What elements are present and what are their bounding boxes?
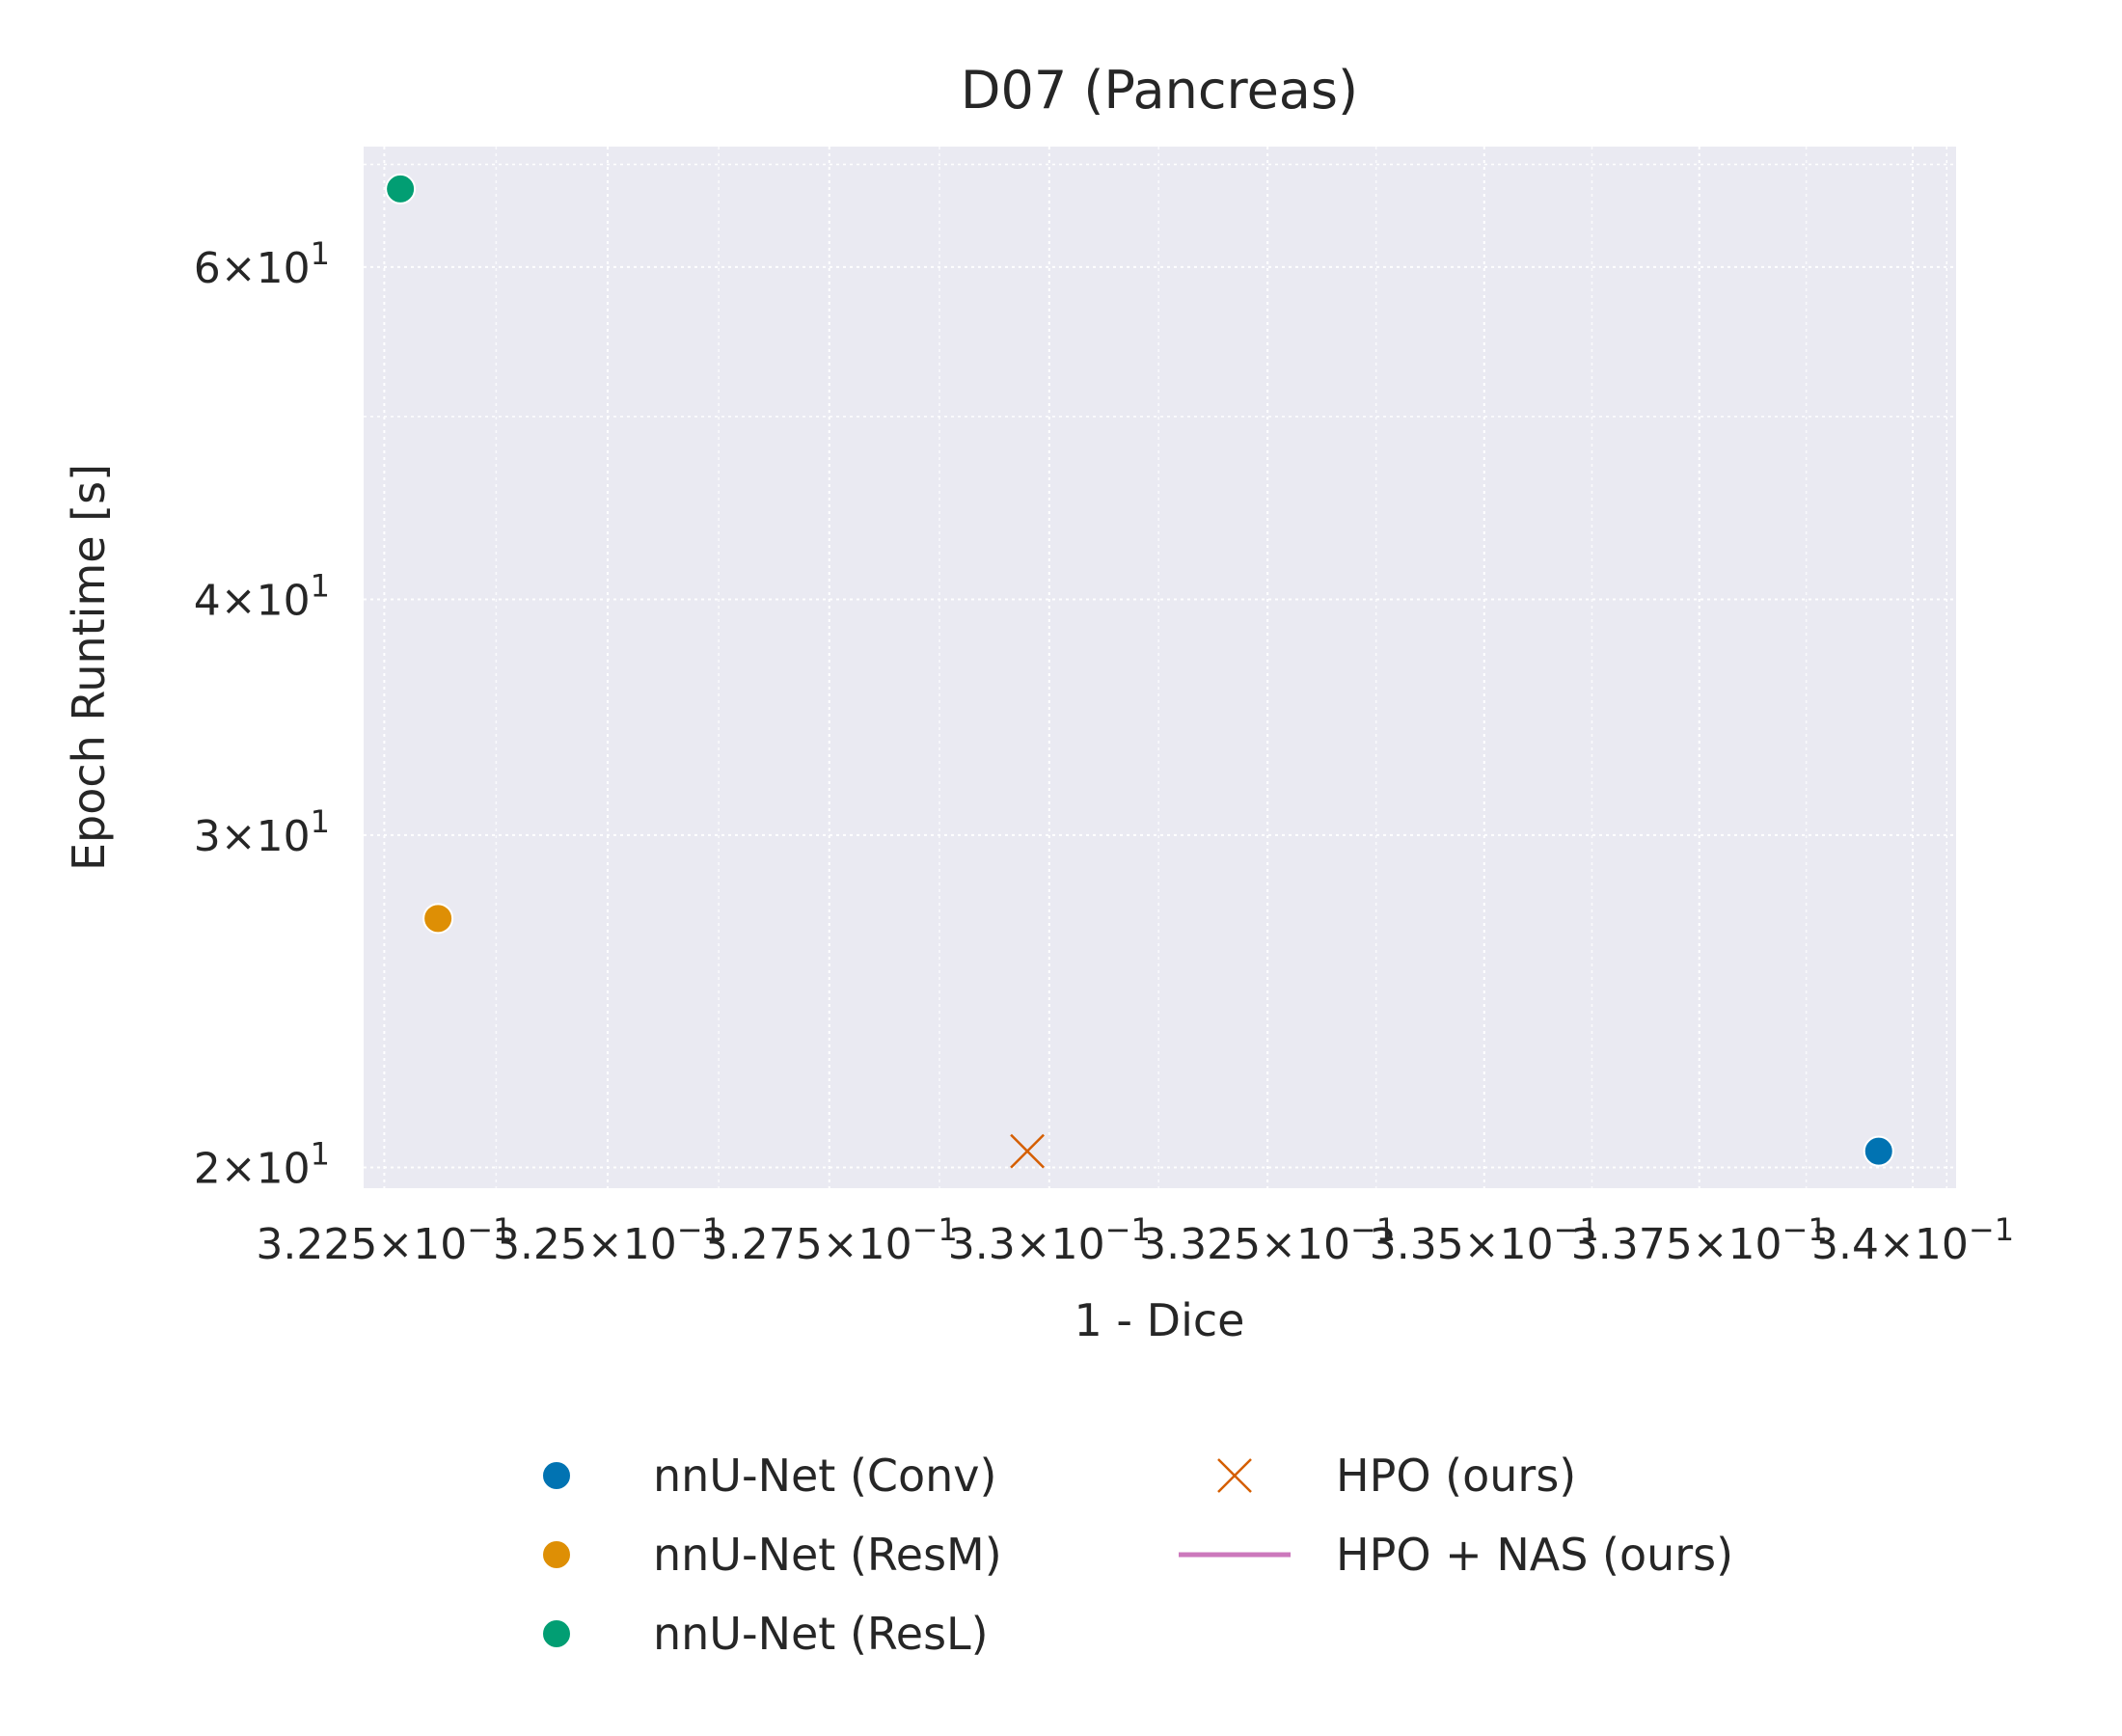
legend-label: nnU-Net (ResL)	[653, 1608, 989, 1660]
x-tick-label: 3.325×10−1	[1139, 1211, 1396, 1269]
legend-marker	[541, 1618, 572, 1649]
y-tick-label: 6×101	[194, 235, 330, 293]
x-stroke	[1010, 1133, 1045, 1169]
y-tick-label: 4×101	[194, 567, 330, 625]
scatter-point	[1863, 1135, 1894, 1167]
chart-title: D07 (Pancreas)	[961, 60, 1358, 121]
legend-item: HPO + NAS (ours)	[1179, 1529, 1733, 1581]
scatter-point-x	[1010, 1133, 1045, 1169]
scatter-point	[422, 903, 454, 935]
legend-label: HPO + NAS (ours)	[1336, 1529, 1733, 1581]
y-tick-label: 2×101	[194, 1135, 330, 1193]
legend-marker	[1217, 1458, 1252, 1493]
y-tick-label: 3×101	[194, 803, 330, 861]
legend-label: nnU-Net (Conv)	[653, 1450, 996, 1502]
legend-item: nnU-Net (ResM)	[541, 1529, 1002, 1581]
legend-label: nnU-Net (ResM)	[653, 1529, 1002, 1581]
scatter-point	[385, 173, 417, 204]
x-tick-label: 3.275×10−1	[701, 1211, 958, 1269]
plot-area	[364, 147, 1956, 1188]
legend: nnU-Net (Conv) nnU-Net (ResM) nnU-Net (Res…	[541, 1450, 1733, 1660]
x-tick-label: 3.375×10−1	[1571, 1211, 1828, 1269]
x-tick-label: 3.3×10−1	[948, 1211, 1151, 1269]
x-tick-label: 3.4×10−1	[1811, 1211, 2014, 1269]
legend-marker	[541, 1460, 572, 1491]
legend-marker	[541, 1539, 572, 1570]
x-tick-label: 3.35×10−1	[1370, 1211, 1599, 1269]
x-axis-label: 1 - Dice	[1075, 1294, 1245, 1346]
legend-item: nnU-Net (ResL)	[541, 1608, 989, 1660]
legend-label: HPO (ours)	[1336, 1450, 1576, 1502]
x-tick-label: 3.225×10−1	[256, 1211, 512, 1269]
data-marks	[385, 173, 1894, 1169]
x-tick-label: 3.25×10−1	[493, 1211, 722, 1269]
legend-item: nnU-Net (Conv)	[541, 1450, 996, 1502]
legend-item: HPO (ours)	[1217, 1450, 1576, 1502]
y-axis-label: Epoch Runtime [s]	[63, 464, 115, 871]
tick-labels: 3.225×10−13.25×10−13.275×10−13.3×10−13.3…	[194, 235, 2014, 1269]
grid	[364, 147, 1956, 1188]
